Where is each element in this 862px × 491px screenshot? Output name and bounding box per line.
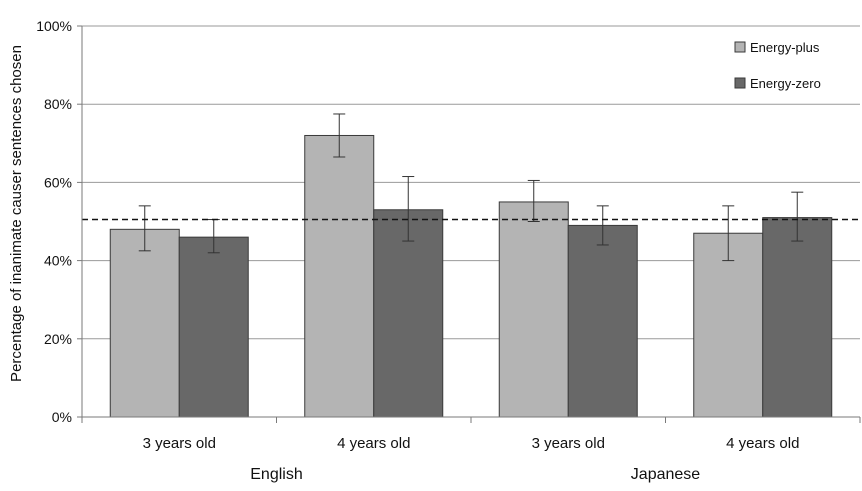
x-category-label: 3 years old xyxy=(143,435,216,452)
labels: 0% 20% 40% 60% 80% 100% 3 years old 4 years old… xyxy=(8,18,799,483)
y-tick-label: 80% xyxy=(44,96,72,112)
bar-energy-zero xyxy=(567,224,638,418)
bar-energy-zero xyxy=(373,209,444,418)
x-category-label: 4 years old xyxy=(726,435,799,452)
bars xyxy=(109,134,833,418)
y-tick-label: 100% xyxy=(36,18,72,34)
legend-label: Energy-plus xyxy=(750,40,820,55)
legend-swatch-energy-zero xyxy=(734,77,746,89)
bar-energy-plus xyxy=(304,134,375,418)
x-group-label: Japanese xyxy=(631,466,700,483)
axes xyxy=(77,25,861,423)
bar-energy-zero xyxy=(178,236,249,418)
x-group-label: English xyxy=(250,466,302,483)
bar-energy-plus xyxy=(498,201,569,418)
legend-label: Energy-zero xyxy=(750,76,821,91)
y-axis-title: Percentage of inanimate causer sentences… xyxy=(8,45,25,382)
error-bars xyxy=(138,113,804,262)
legend-swatch-energy-plus xyxy=(734,41,746,53)
x-category-label: 4 years old xyxy=(337,435,410,452)
legend: Energy-plus Energy-zero xyxy=(734,40,821,91)
bar-energy-plus xyxy=(109,228,180,418)
y-tick-label: 40% xyxy=(44,253,72,269)
y-tick-label: 60% xyxy=(44,174,72,190)
y-tick-label: 20% xyxy=(44,331,72,347)
bar-energy-zero xyxy=(762,217,833,418)
y-tick-label: 0% xyxy=(52,409,72,425)
x-category-label: 3 years old xyxy=(532,435,605,452)
